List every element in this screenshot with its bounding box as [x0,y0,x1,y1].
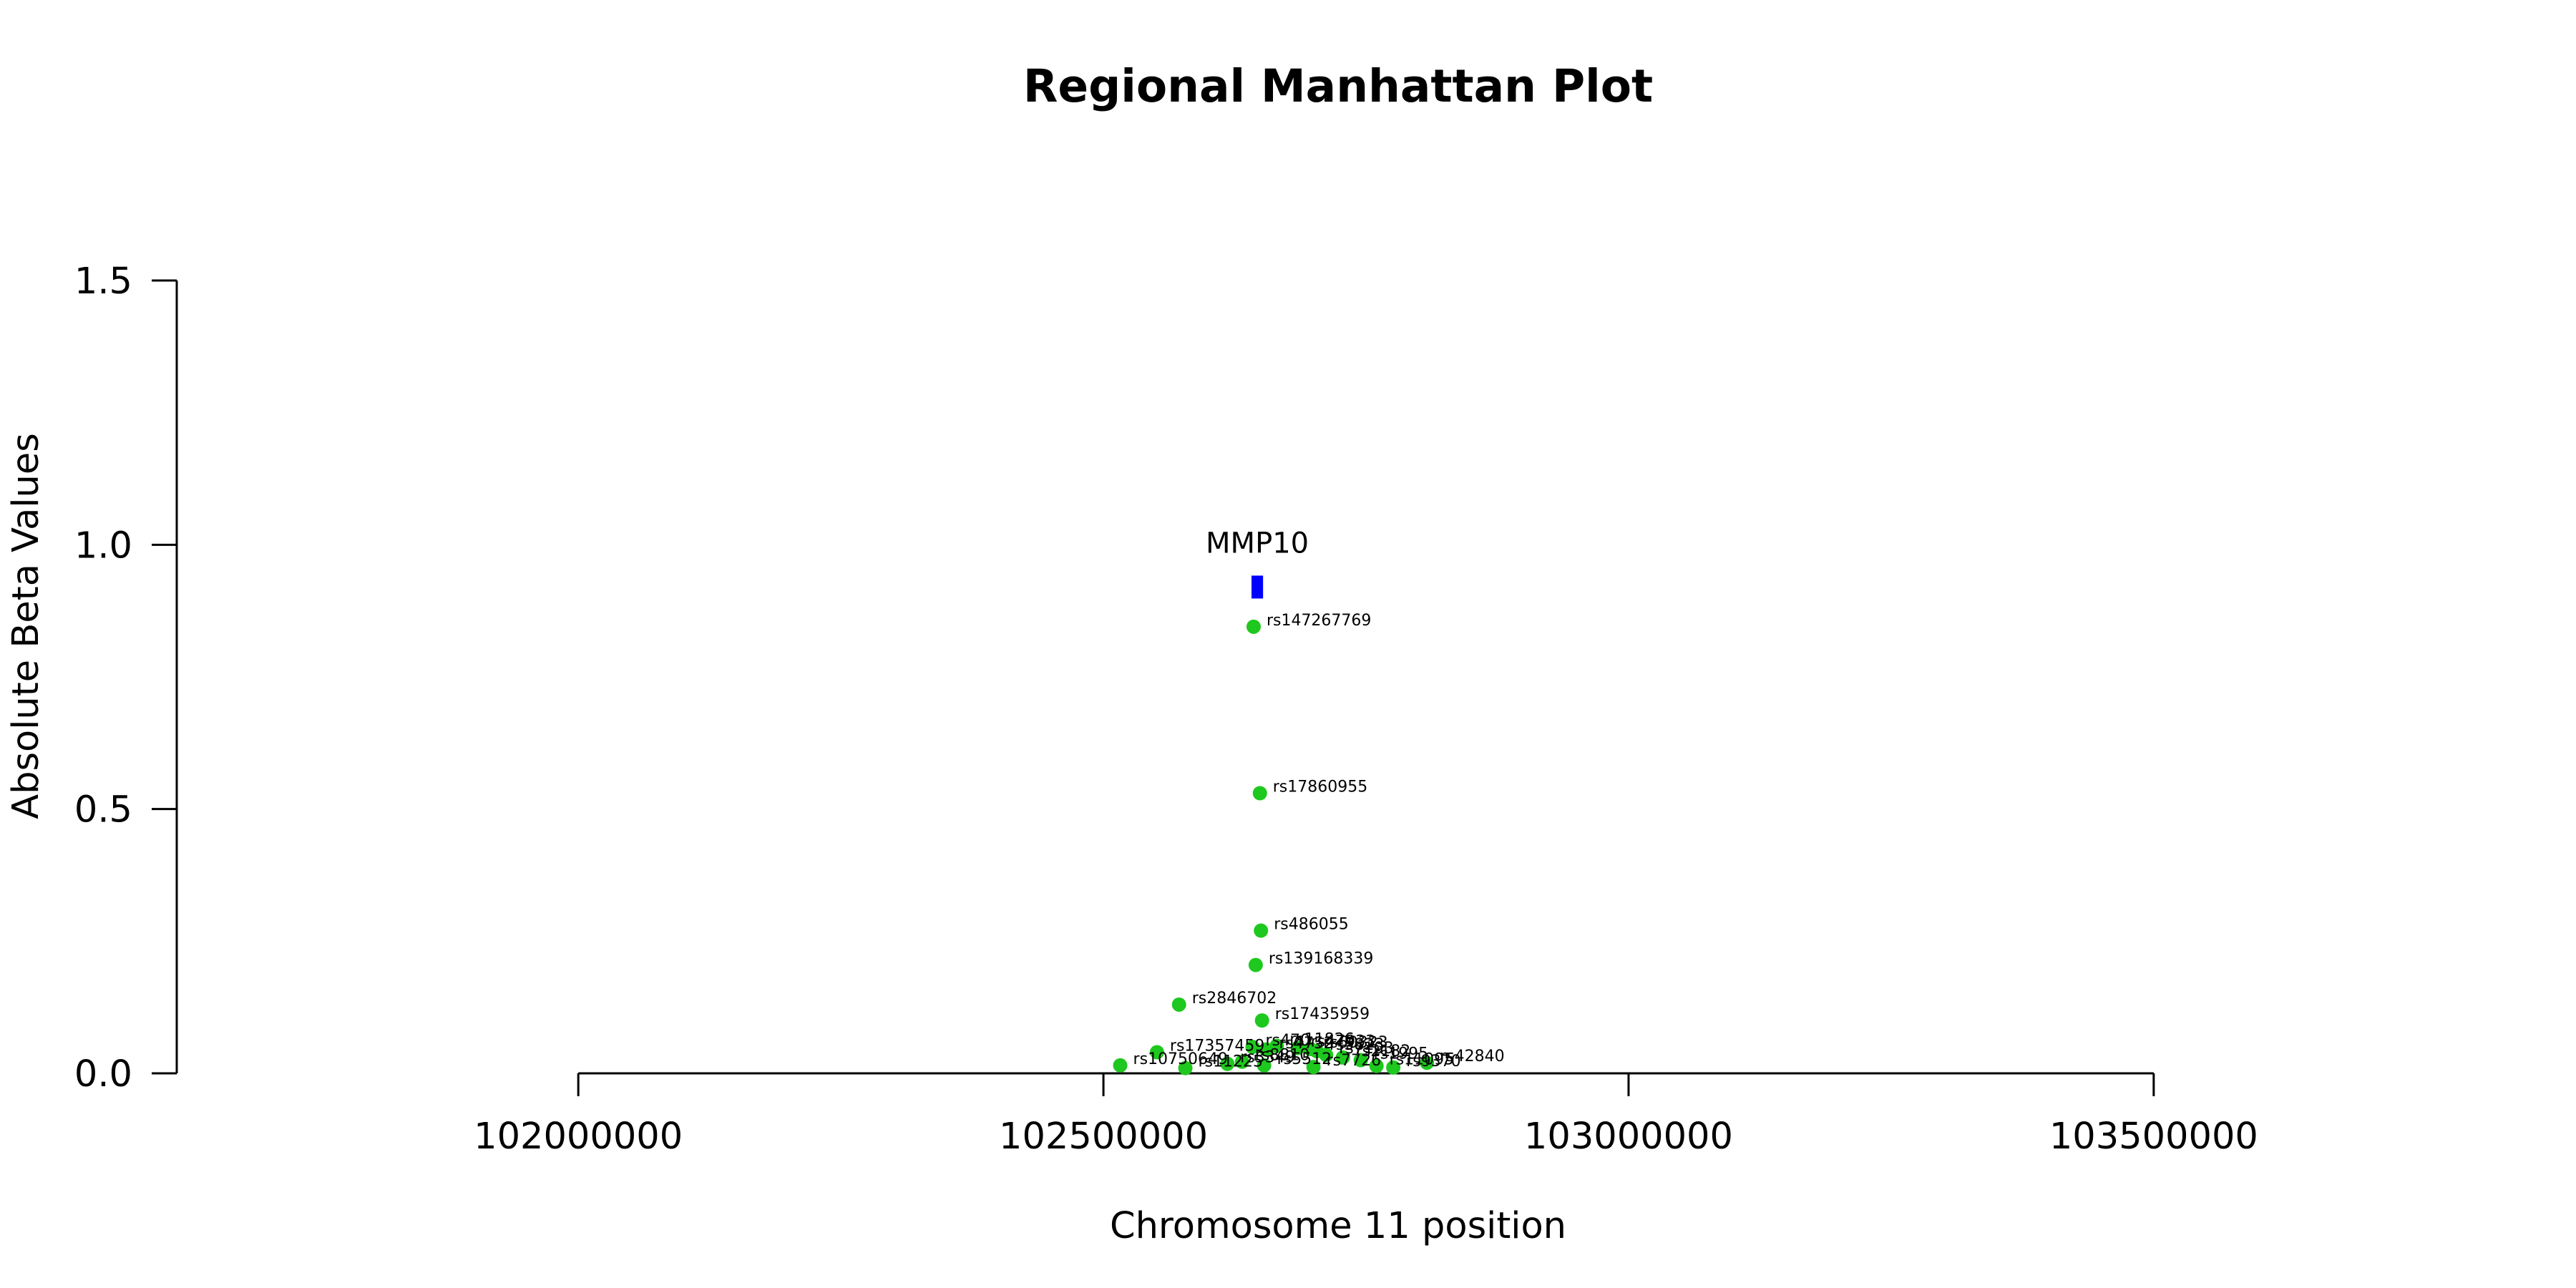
y-tick-label: 0.0 [74,1053,132,1096]
x-axis: 102000000 102500000 103000000 103500000 [474,1072,2258,1158]
gene-label: MMP10 [1206,527,1309,560]
snp-point [1149,1045,1164,1060]
gene-block [1252,575,1264,599]
snp-point [1269,1038,1284,1053]
snp-label: rs486055 [1274,916,1349,934]
snp-point [1335,1050,1350,1065]
snp-point [1386,1060,1401,1075]
snp-label: rs42840 [1440,1048,1505,1065]
snp-labels: rs147267769 rs17860955 rs486055 rs139168339… [1133,612,1505,1071]
snp-label: rs9370 [1406,1053,1461,1070]
snp-point [1234,1054,1249,1069]
snp-point [1319,1048,1334,1063]
y-axis: 0.0 0.5 1.0 1.5 [74,260,178,1096]
snp-label: rs2182 [1356,1043,1411,1060]
snp-point [1113,1058,1128,1073]
y-axis-label: Absolute Beta Values [5,433,47,819]
chart-title: Regional Manhattan Plot [1023,60,1653,112]
snp-point [1290,1040,1305,1055]
snp-point [1254,923,1269,938]
snp-points [1113,619,1435,1075]
snp-point [1306,1060,1321,1075]
snp-label: rs4752 [1279,1035,1335,1053]
snp-point [1220,1056,1235,1071]
snp-label: rs2846702 [1192,990,1277,1008]
snp-label: rs47933 [1311,1033,1376,1051]
snp-point [1245,1040,1260,1055]
snp-label: rs17357459 [1170,1037,1264,1055]
x-tick-label: 103500000 [2049,1116,2258,1158]
snp-label: rs10750649 [1133,1050,1228,1068]
y-tick-label: 1.0 [74,525,132,567]
y-tick-label: 1.5 [74,260,132,303]
snp-label: rs17435959 [1275,1005,1370,1023]
snp-point [1420,1055,1435,1070]
snp-point [1254,1013,1269,1028]
snp-point [1369,1058,1384,1073]
y-tick-label: 0.5 [74,789,132,831]
gene-track: MMP10 [1206,527,1309,599]
snp-label: rs60323 [1323,1034,1388,1052]
x-tick-label: 103000000 [1524,1116,1733,1158]
snp-label: rs5823 [1330,1036,1385,1054]
snp-label: rs11225 [1199,1053,1264,1071]
snp-label: rs8810 [1255,1047,1310,1065]
snp-label: rs5512 [1277,1050,1332,1068]
snp-label: rs7103 [1339,1040,1394,1058]
snp-point [1248,957,1263,972]
snp-point [1246,619,1261,634]
snp-point [1257,1058,1272,1073]
snp-label: rs470 [1265,1032,1310,1050]
snp-label: rs147267769 [1267,612,1371,630]
snp-label: rs1995 [1374,1045,1429,1063]
snp-label: rs17860955 [1273,779,1367,796]
snp-label: rs11095 [1390,1051,1455,1069]
snp-point [1178,1060,1193,1075]
snp-label: rs139168339 [1269,950,1373,968]
x-tick-label: 102000000 [474,1116,683,1158]
x-tick-label: 102500000 [999,1116,1208,1158]
snp-point [1171,997,1186,1012]
snp-point [1353,1053,1368,1068]
x-axis-label: Chromosome 11 position [1110,1205,1566,1247]
snp-point [1252,786,1267,801]
snp-label: rs3349 [1240,1049,1295,1067]
snp-label: rs11826 [1289,1031,1355,1049]
snp-label: rs7726 [1327,1052,1382,1070]
